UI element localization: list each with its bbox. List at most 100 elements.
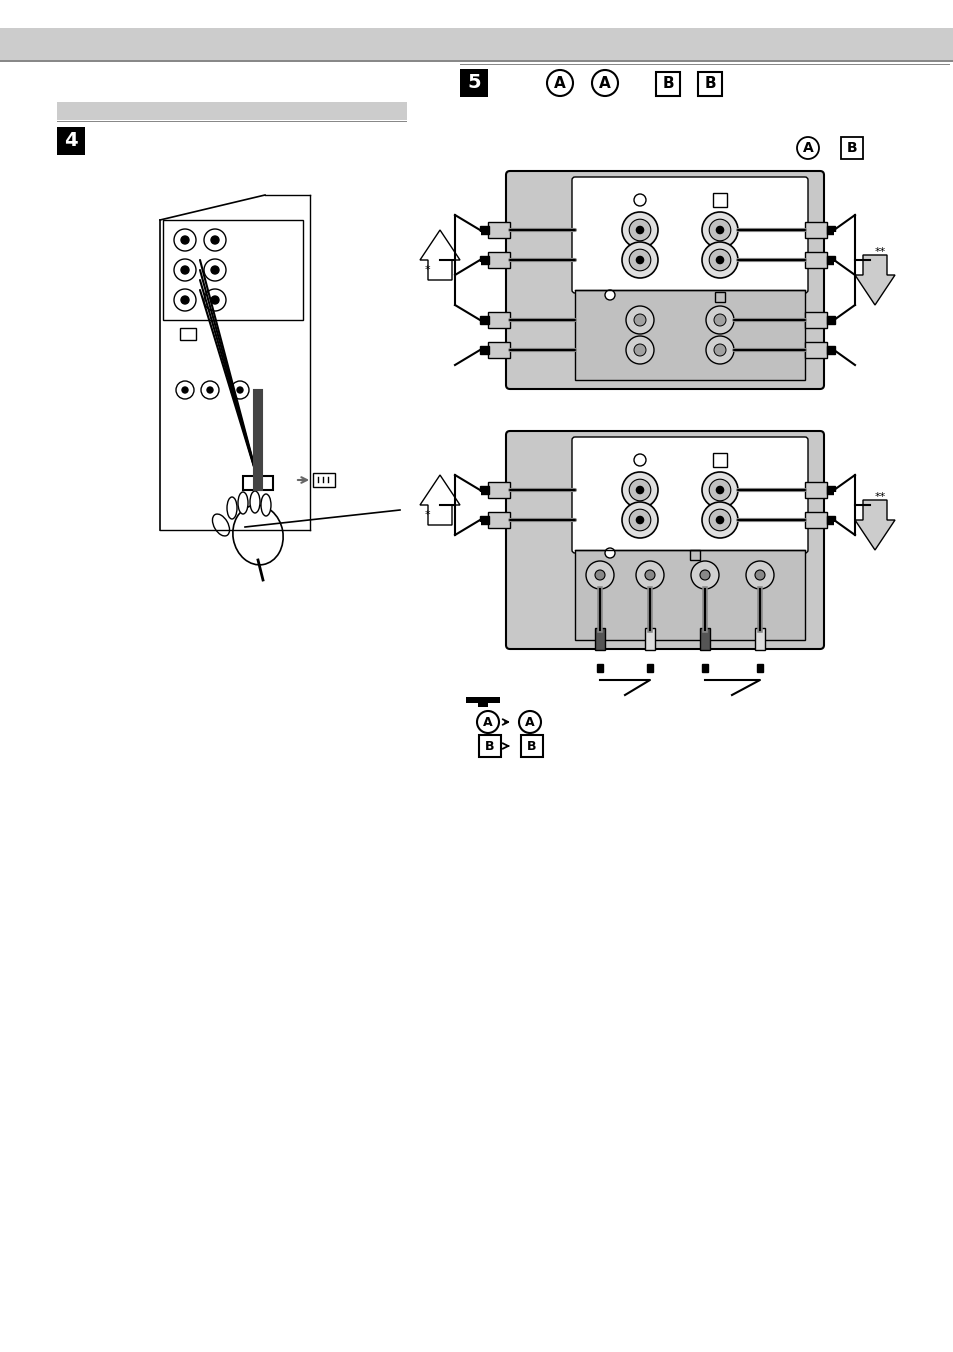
Circle shape	[585, 561, 614, 589]
Text: A: A	[801, 141, 813, 155]
Bar	[597, 664, 602, 672]
Polygon shape	[419, 230, 459, 280]
Text: A: A	[554, 76, 565, 91]
Circle shape	[690, 561, 719, 589]
Bar	[826, 346, 834, 354]
Circle shape	[713, 343, 725, 356]
FancyBboxPatch shape	[505, 170, 823, 389]
Circle shape	[204, 228, 226, 251]
Circle shape	[708, 219, 730, 241]
Bar	[488, 222, 510, 238]
Bar	[488, 312, 510, 329]
Circle shape	[629, 219, 650, 241]
Bar	[712, 453, 726, 466]
Circle shape	[705, 337, 733, 364]
Ellipse shape	[237, 492, 248, 514]
Bar	[826, 485, 834, 493]
Text: **: **	[874, 247, 885, 257]
Circle shape	[634, 193, 645, 206]
Text: 5: 5	[467, 73, 480, 92]
Circle shape	[634, 454, 645, 466]
Circle shape	[634, 343, 645, 356]
Circle shape	[636, 257, 643, 264]
Bar	[0, 59, 953, 62]
Text: *: *	[424, 510, 430, 521]
Text: A: A	[525, 715, 535, 729]
Circle shape	[708, 249, 730, 270]
Circle shape	[636, 561, 663, 589]
Text: B: B	[846, 141, 857, 155]
Bar	[243, 476, 273, 489]
Circle shape	[236, 387, 243, 393]
Bar	[479, 226, 489, 234]
Circle shape	[625, 337, 654, 364]
Circle shape	[621, 472, 658, 508]
Circle shape	[204, 289, 226, 311]
Bar	[656, 72, 679, 96]
Circle shape	[701, 472, 738, 508]
Bar	[488, 483, 510, 498]
Circle shape	[181, 237, 189, 243]
Bar	[479, 256, 489, 264]
Circle shape	[211, 237, 219, 243]
Circle shape	[636, 516, 643, 523]
Ellipse shape	[250, 491, 260, 512]
Circle shape	[629, 479, 650, 500]
Circle shape	[629, 510, 650, 531]
Bar	[475, 492, 480, 496]
Circle shape	[182, 387, 188, 393]
Text: A: A	[482, 715, 493, 729]
Circle shape	[636, 226, 643, 234]
Circle shape	[716, 487, 722, 493]
Circle shape	[621, 242, 658, 279]
Circle shape	[713, 314, 725, 326]
Bar	[575, 550, 804, 639]
Circle shape	[181, 266, 189, 274]
Bar	[804, 312, 826, 329]
Bar	[180, 329, 195, 339]
Bar	[826, 256, 834, 264]
Circle shape	[604, 289, 615, 300]
Bar	[833, 233, 838, 237]
Bar	[313, 473, 335, 487]
Bar	[804, 222, 826, 238]
Circle shape	[636, 487, 643, 493]
Bar	[804, 483, 826, 498]
Text: B: B	[485, 740, 495, 753]
Bar	[478, 735, 500, 757]
Circle shape	[700, 571, 709, 580]
Bar	[475, 522, 480, 526]
Text: 4: 4	[64, 131, 78, 150]
Circle shape	[595, 571, 604, 580]
Circle shape	[231, 381, 249, 399]
Bar	[479, 485, 489, 493]
Circle shape	[716, 516, 722, 523]
Bar	[0, 28, 953, 59]
Circle shape	[701, 242, 738, 279]
Circle shape	[207, 387, 213, 393]
Bar	[754, 627, 764, 650]
Bar	[459, 64, 949, 65]
Bar	[488, 251, 510, 268]
Circle shape	[181, 296, 189, 304]
Ellipse shape	[261, 493, 271, 516]
Bar	[57, 120, 407, 122]
Bar	[520, 735, 542, 757]
Ellipse shape	[213, 514, 230, 535]
Circle shape	[625, 306, 654, 334]
Bar	[479, 346, 489, 354]
Bar	[488, 512, 510, 529]
Bar	[646, 664, 652, 672]
Bar	[714, 292, 724, 301]
Bar	[57, 101, 407, 120]
Circle shape	[745, 561, 773, 589]
Bar	[575, 289, 804, 380]
Circle shape	[621, 502, 658, 538]
Bar	[826, 316, 834, 324]
Bar	[804, 512, 826, 529]
Text: A: A	[598, 76, 610, 91]
Polygon shape	[854, 256, 894, 306]
Bar	[712, 193, 726, 207]
Circle shape	[621, 212, 658, 247]
Ellipse shape	[227, 498, 236, 519]
